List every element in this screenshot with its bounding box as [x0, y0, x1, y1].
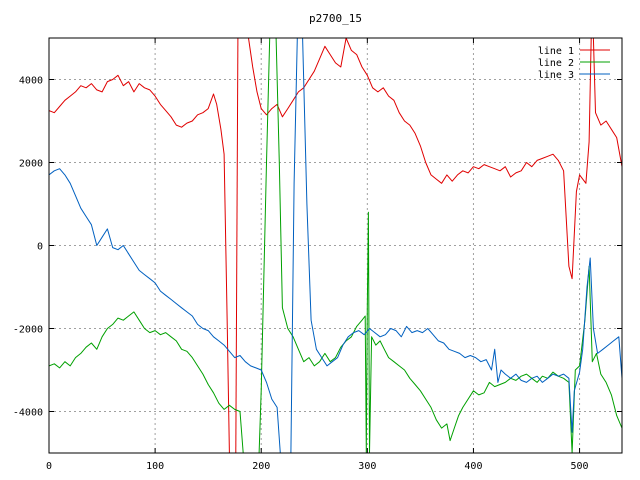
x-tick-label: 200 [252, 461, 270, 472]
series-line-7 [275, 38, 622, 453]
x-tick-label: 400 [464, 461, 482, 472]
y-tick-label: 4000 [19, 76, 43, 87]
x-tick-label: 300 [358, 461, 376, 472]
legend-label: line 2 [538, 58, 574, 69]
series-line-1 [49, 74, 230, 453]
x-tick-label: 500 [571, 461, 589, 472]
legend-label: line 1 [538, 46, 574, 57]
y-tick-label: 0 [37, 242, 43, 253]
series-line-4 [592, 38, 622, 167]
series-line-3 [248, 38, 592, 280]
series-line-2 [235, 38, 239, 453]
series-line-6 [258, 38, 271, 453]
legend-label: line 3 [538, 70, 574, 81]
y-tick-label: -4000 [13, 408, 43, 419]
x-tick-label: 100 [146, 461, 164, 472]
series-line-9 [290, 38, 298, 453]
grid [49, 38, 622, 453]
plot-area [49, 38, 622, 453]
series-line-5 [49, 311, 244, 453]
series-line-10 [302, 38, 622, 433]
axis-ticks: 0 100 200 300 400 500 -4000 -2000 0 2000 4000 [13, 38, 622, 472]
y-tick-label: -2000 [13, 325, 43, 336]
series-line-8 [49, 168, 281, 453]
x-tick-label: 0 [46, 461, 52, 472]
y-tick-label: 2000 [19, 159, 43, 170]
chart-title: p2700_15 [309, 12, 362, 25]
